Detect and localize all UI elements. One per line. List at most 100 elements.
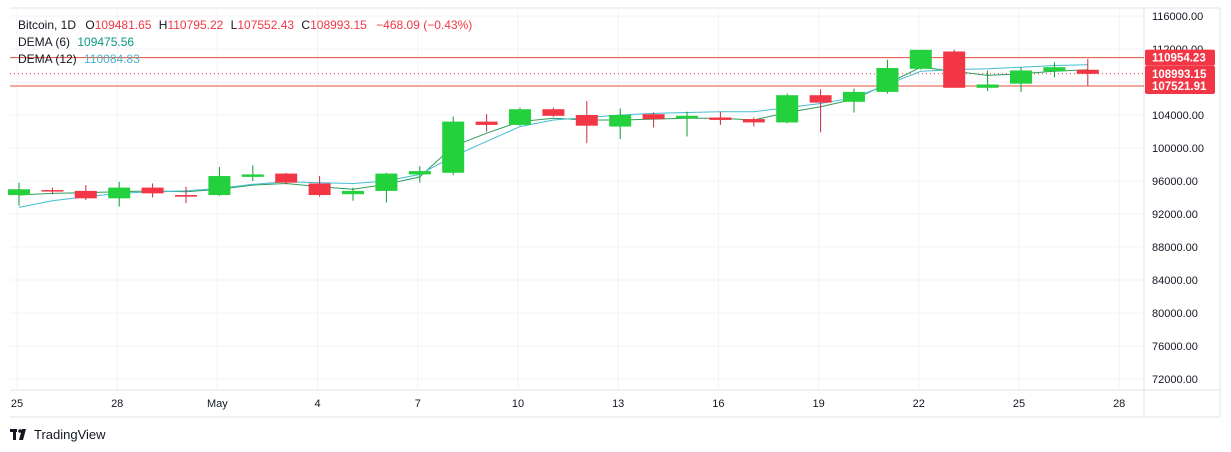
symbol-label: Bitcoin, 1D: [18, 18, 77, 32]
x-tick-label: 25: [11, 398, 23, 410]
candle-body: [375, 173, 398, 191]
x-tick-label: 16: [712, 398, 724, 410]
candle-down: [742, 117, 765, 127]
candle-body: [8, 189, 30, 196]
y-tick-label: 84000.00: [1152, 275, 1198, 287]
candle-body: [642, 114, 665, 120]
candle-body: [1043, 67, 1066, 72]
candle-body: [175, 195, 197, 197]
candle-body: [241, 174, 264, 177]
candle-body: [342, 190, 364, 195]
candle-up: [909, 49, 932, 70]
price-tag-label: 108993.15: [1152, 69, 1207, 81]
x-tick-label: 22: [913, 398, 925, 410]
y-tick-label: 80000.00: [1152, 308, 1198, 320]
candle-body: [809, 95, 832, 103]
dema6-row: DEMA (6) 109475.56: [18, 34, 472, 51]
candle-up: [1010, 67, 1032, 92]
open-value: 109481.65: [94, 18, 152, 32]
plot-area: [8, 49, 1144, 208]
candle-body: [509, 109, 531, 125]
candle-down: [1076, 58, 1099, 86]
x-tick-label: 25: [1013, 398, 1025, 410]
candle-down: [175, 186, 197, 204]
candle-down: [475, 114, 498, 132]
candle-up: [676, 111, 698, 137]
candle-body: [108, 187, 131, 199]
candle-body: [475, 121, 498, 125]
candle-up: [208, 166, 231, 196]
candle-body: [909, 49, 932, 69]
candle-body: [308, 183, 331, 196]
dema12-value: 110084.83: [84, 52, 140, 66]
candle-up: [609, 108, 632, 139]
candle-up: [876, 59, 899, 94]
y-tick-label: 100000.00: [1152, 143, 1204, 155]
tradingview-logo-icon: [10, 428, 26, 440]
dema6-label: DEMA (6): [18, 35, 71, 49]
close-value: 108993.15: [310, 18, 367, 32]
x-tick-label: May: [207, 398, 228, 410]
candle-body: [776, 95, 799, 123]
candle-down: [709, 111, 732, 125]
candle-body: [609, 115, 632, 127]
candle-up: [342, 187, 364, 201]
candle-body: [575, 115, 598, 126]
x-tick-label: 4: [315, 398, 321, 410]
candle-body: [542, 109, 565, 116]
y-tick-label: 104000.00: [1152, 110, 1204, 122]
high-value: 110795.22: [167, 18, 224, 32]
candle-down: [542, 107, 565, 117]
x-tick-label: 13: [612, 398, 624, 410]
price-tag: 107521.91: [1145, 77, 1215, 94]
candle-down: [642, 112, 665, 128]
open-label: O: [85, 18, 95, 32]
candle-body: [442, 121, 465, 173]
candle-body: [1010, 70, 1032, 84]
candle-body: [676, 115, 698, 119]
x-tick-label: 7: [415, 398, 421, 410]
candle-body: [943, 51, 966, 88]
price-axis: 116000.00112000.00108000.00104000.001000…: [1145, 11, 1215, 386]
price-tag-bg: [1145, 65, 1215, 82]
candle-up: [241, 165, 264, 181]
candle-up: [776, 93, 799, 124]
candle-body: [41, 190, 64, 192]
candle-up: [8, 182, 30, 206]
candle-down: [809, 89, 832, 133]
x-tick-label: 10: [512, 398, 524, 410]
low-label: L: [230, 18, 238, 32]
x-tick-label: 28: [111, 398, 123, 410]
price-tag: 110954.23: [1145, 49, 1215, 66]
candle-up: [375, 172, 398, 203]
price-tag-bg: [1145, 49, 1215, 66]
candle-down: [74, 185, 97, 200]
ohlc-row: Bitcoin, 1D O109481.65 H110795.22 L10755…: [18, 17, 472, 34]
chart-legend: Bitcoin, 1D O109481.65 H110795.22 L10755…: [18, 17, 472, 68]
candle-body: [208, 176, 231, 196]
dema6-line: [18, 66, 1088, 196]
candle-up: [1043, 62, 1066, 78]
chart-grid: [10, 7, 1221, 418]
candle-up: [442, 116, 465, 176]
candle-down: [943, 49, 966, 88]
high-label: H: [158, 18, 168, 32]
candle-body: [275, 173, 298, 183]
candle-up: [408, 166, 431, 183]
price-tag-label: 110954.23: [1152, 53, 1206, 65]
candle-body: [408, 171, 431, 175]
x-tick-label: 28: [1113, 398, 1125, 410]
tradingview-branding[interactable]: TradingView: [10, 427, 106, 442]
y-tick-label: 72000.00: [1152, 374, 1198, 386]
candle-body: [976, 84, 999, 88]
candle-up: [509, 107, 531, 126]
candle-down: [275, 172, 298, 185]
y-tick-label: 92000.00: [1152, 209, 1198, 221]
y-tick-label: 76000.00: [1152, 341, 1198, 353]
low-value: 107552.43: [237, 18, 295, 32]
dema12-line: [18, 64, 1088, 208]
change-value: −468.09 (−0.43%): [376, 18, 473, 32]
close-label: C: [301, 18, 311, 32]
candle-down: [575, 100, 598, 144]
